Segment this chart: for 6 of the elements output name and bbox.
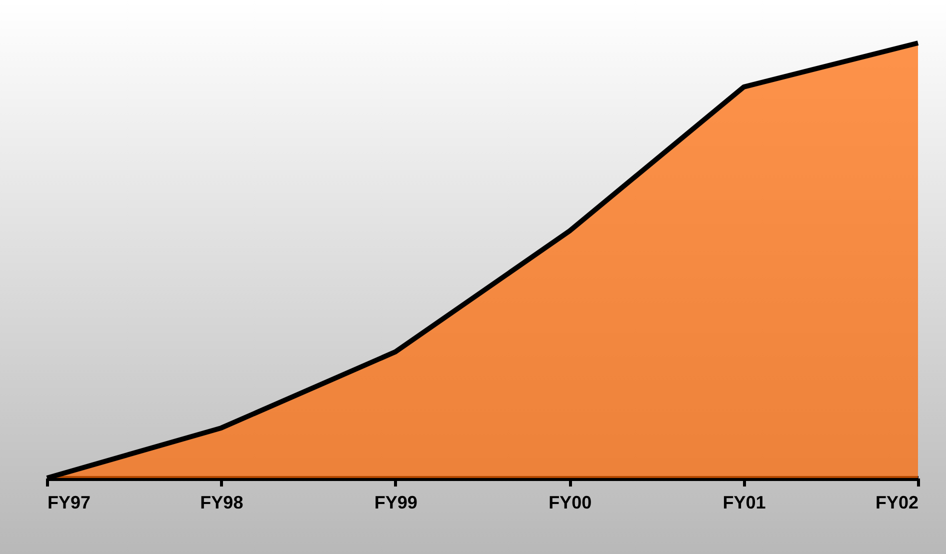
- x-tick-label: FY02: [875, 492, 918, 512]
- x-tick-label: FY98: [200, 492, 244, 512]
- x-tick-label: FY00: [548, 492, 592, 512]
- x-tick-label: FY99: [374, 492, 418, 512]
- x-tick-label: FY97: [48, 492, 91, 512]
- x-tick-label: FY01: [722, 492, 766, 512]
